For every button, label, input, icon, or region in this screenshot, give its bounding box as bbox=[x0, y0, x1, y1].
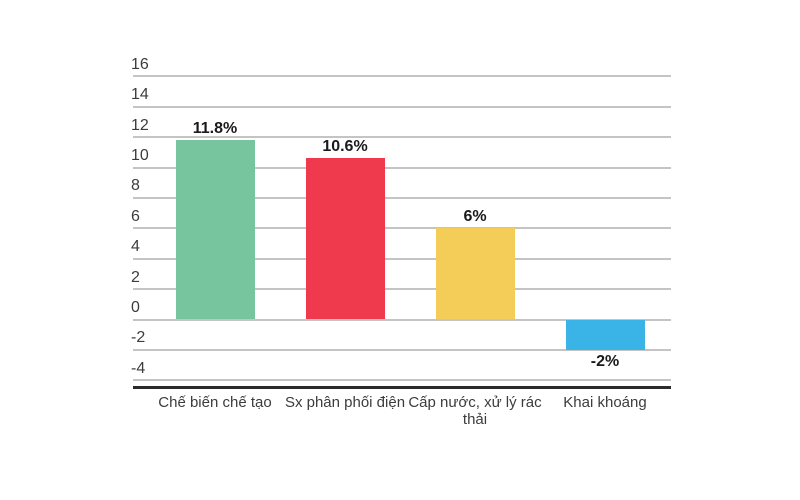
bar-value-label: 11.8% bbox=[192, 120, 238, 138]
bar[interactable] bbox=[305, 158, 385, 320]
y-axis-tick-label: 14 bbox=[131, 86, 149, 104]
y-axis-tick-label: 16 bbox=[131, 55, 149, 73]
y-axis-tick-label: 4 bbox=[131, 238, 140, 256]
x-axis-line bbox=[133, 386, 671, 389]
y-axis-tick-label: 8 bbox=[131, 177, 140, 195]
y-axis-tick-label: -2 bbox=[131, 329, 146, 347]
bar[interactable] bbox=[175, 140, 255, 320]
gridline bbox=[133, 75, 671, 78]
y-axis-tick-label: 6 bbox=[131, 207, 140, 225]
bar-value-label: 10.6% bbox=[322, 138, 368, 156]
gridline bbox=[133, 257, 671, 260]
gridline bbox=[133, 166, 671, 169]
y-axis-tick-label: 10 bbox=[131, 147, 149, 164]
bar-value-label: 6% bbox=[463, 208, 487, 226]
y-axis-tick-label: -4 bbox=[131, 359, 146, 377]
x-category-label: Khai khoáng bbox=[563, 394, 647, 411]
y-axis-tick-label: 2 bbox=[131, 268, 140, 286]
y-axis-tick-label: 12 bbox=[131, 116, 149, 134]
gridline bbox=[133, 136, 671, 139]
gridline bbox=[133, 379, 671, 382]
gridline bbox=[133, 348, 671, 351]
x-category-label: Cấp nước, xử lý rác thải bbox=[408, 394, 542, 428]
gridline bbox=[133, 318, 671, 321]
gridline bbox=[133, 227, 671, 230]
y-axis-tick-label: 0 bbox=[131, 299, 140, 316]
bar[interactable] bbox=[435, 228, 515, 320]
x-category-label: Chế biến chế tạo bbox=[158, 394, 272, 411]
gridline bbox=[133, 105, 671, 108]
gridline bbox=[133, 196, 671, 199]
bar[interactable] bbox=[565, 319, 645, 350]
bar-value-label: -2% bbox=[590, 352, 620, 370]
x-category-label: Sx phân phối điện bbox=[284, 394, 406, 411]
gridline bbox=[133, 288, 671, 291]
